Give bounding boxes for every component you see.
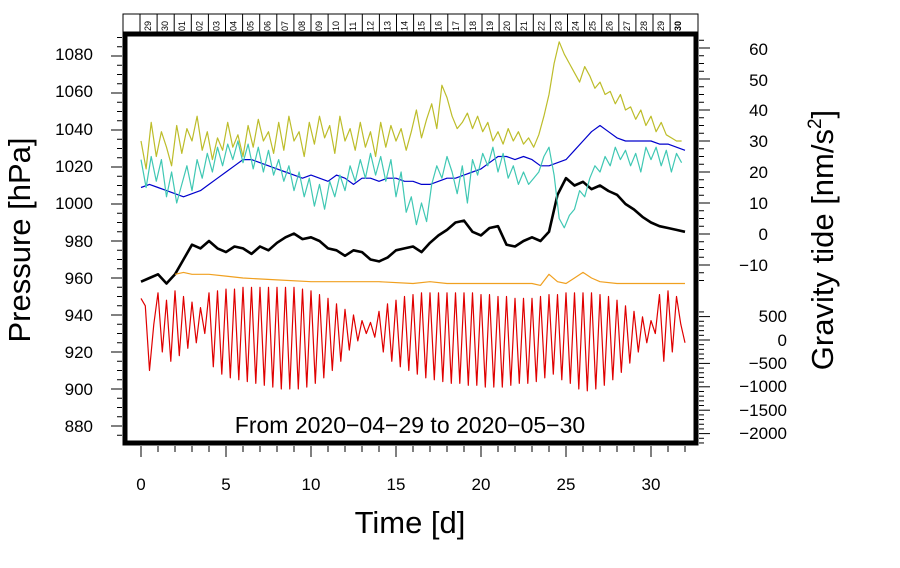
date-strip-label: 10 [331, 21, 341, 31]
y-left-tick-label: 1080 [55, 45, 93, 64]
y-left-tick-label: 940 [65, 306, 93, 325]
y-left-tick-label: 1000 [55, 194, 93, 213]
date-strip-label: 27 [622, 21, 632, 31]
y-right-tick-label: 0 [778, 331, 787, 350]
x-tick-label: 30 [642, 475, 661, 494]
series-tide-red [140, 286, 686, 392]
date-strip-label: 22 [536, 21, 546, 31]
series-gravity-residual-yellow [140, 41, 682, 170]
series-gravity-residual-cyan [140, 140, 683, 229]
y-left-tick-label: 880 [65, 417, 93, 436]
y-axis-right: −10 0 10 20 30 40 50 60 −2000 −1500 −1000 −500 0 500 [699, 39, 787, 444]
date-strip-label: 14 [400, 21, 410, 31]
y-axis-right-title-sup: 2 [805, 118, 826, 129]
date-strip-label: 21 [519, 21, 529, 31]
x-tick-label: 5 [221, 475, 230, 494]
date-strip: 29 30 01 02 03 04 05 06 07 08 09 10 11 12 13 14 15 16 17 18… [122, 13, 699, 35]
date-strip-label: 09 [314, 21, 324, 31]
x-tick-label: 25 [557, 475, 576, 494]
y-right-tick-label: −1000 [739, 377, 787, 396]
y-right-tick-label: 30 [749, 132, 768, 151]
date-strip-label: 11 [348, 22, 358, 31]
y-left-tick-label: 1020 [55, 157, 93, 176]
y-left-tick-label: 1040 [55, 120, 93, 139]
series-pressure [140, 176, 686, 285]
y-axis-left-title: Pressure [hPa] [2, 137, 37, 342]
y-left-tick-label: 980 [65, 232, 93, 251]
date-strip-label: 23 [553, 21, 563, 31]
x-tick-label: 10 [302, 475, 321, 494]
date-strip-label: 07 [280, 21, 290, 31]
y-right-tick-label: −2000 [739, 424, 787, 443]
y-right-tick-label: 0 [759, 225, 768, 244]
x-tick-label: 20 [472, 475, 491, 494]
date-strip-label: 15 [417, 21, 427, 31]
date-strip-label: 29 [656, 21, 666, 31]
y-right-tick-label: −1500 [739, 401, 787, 420]
date-strip-label: 19 [485, 21, 495, 31]
y-axis-right-title-main: Gravity tide [nm/s [805, 129, 840, 370]
y-right-tick-label: −500 [749, 354, 787, 373]
date-strip-label: 17 [451, 21, 461, 31]
x-axis: 0 5 10 15 20 25 30 [136, 446, 686, 494]
plot-frame [122, 31, 699, 446]
date-strip-label: 13 [382, 21, 392, 31]
y-axis-right-title: Gravity tide [nm/s2] [805, 110, 840, 370]
date-strip-label: 25 [588, 21, 598, 31]
date-strip-label: 30 [160, 21, 170, 31]
y-right-tick-label: 40 [749, 101, 768, 120]
y-right-tick-label: 500 [759, 307, 787, 326]
y-left-tick-label: 900 [65, 380, 93, 399]
x-axis-title: Time [d] [355, 505, 466, 540]
series-gravity-residual-blue [140, 124, 686, 198]
date-strip-label: 16 [434, 21, 444, 31]
date-strip-label: 04 [229, 21, 239, 31]
y-left-tick-label: 1060 [55, 82, 93, 101]
date-strip-label: 01 [177, 21, 187, 31]
x-tick-label: 0 [136, 475, 145, 494]
date-strip-label: 05 [246, 21, 256, 31]
date-strip-label: 08 [297, 21, 307, 31]
date-strip-label: 02 [194, 21, 204, 31]
date-strip-label: 24 [571, 21, 581, 31]
y-axis-right-title-end: ] [805, 110, 840, 119]
y-right-tick-label: 50 [749, 71, 768, 90]
y-axis-left: 880 900 920 940 960 980 1000 1020 1040 1060 1080 [55, 37, 122, 436]
date-strip-label: 12 [365, 21, 375, 31]
date-strip-label: 28 [639, 21, 649, 31]
date-strip-label: 30 [673, 21, 683, 31]
series-temperature-orange [174, 271, 685, 286]
date-strip-label: 26 [605, 21, 615, 31]
y-right-tick-label: 20 [749, 163, 768, 182]
date-strip-label: 03 [211, 21, 221, 31]
date-strip-label: 29 [143, 21, 153, 31]
date-range-annotation: From 2020−04−29 to 2020−05−30 [235, 412, 585, 438]
x-tick-label: 15 [387, 475, 406, 494]
date-strip-label: 20 [502, 21, 512, 31]
date-strip-label: 18 [468, 21, 478, 31]
y-right-tick-label: −10 [739, 256, 768, 275]
y-left-tick-label: 920 [65, 343, 93, 362]
date-strip-label: 06 [263, 21, 273, 31]
y-right-tick-label: 60 [749, 40, 768, 59]
series-layer [140, 41, 686, 392]
y-left-tick-label: 960 [65, 269, 93, 288]
y-right-tick-label: 10 [749, 194, 768, 213]
